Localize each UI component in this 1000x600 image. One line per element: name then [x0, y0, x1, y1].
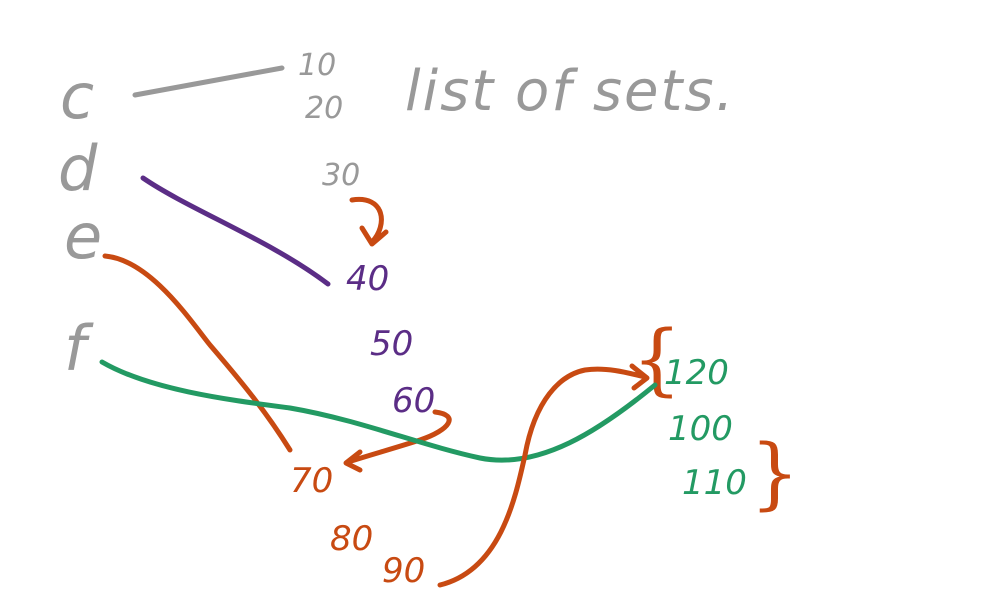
number-20: 20 — [305, 91, 343, 126]
connector-e-70 — [102, 253, 293, 453]
connector-f-set — [99, 359, 658, 463]
number-70: 70 — [290, 461, 333, 501]
label-c: c — [60, 60, 94, 133]
open-brace: { — [632, 315, 682, 405]
number-100: 100 — [668, 409, 733, 449]
number-60: 60 — [392, 381, 435, 421]
number-10: 10 — [298, 48, 336, 83]
number-90: 90 — [382, 551, 425, 591]
number-80: 80 — [330, 519, 373, 559]
number-110: 110 — [682, 463, 747, 503]
close-brace: } — [750, 429, 800, 519]
connector-c-10 — [132, 65, 285, 98]
connector-90-set — [437, 363, 650, 588]
diagram-title: list of sets. — [405, 59, 735, 124]
number-120: 120 — [664, 353, 729, 393]
number-50: 50 — [370, 324, 413, 364]
connector-d-40 — [140, 175, 331, 287]
label-d: d — [58, 132, 98, 205]
label-e: e — [64, 200, 102, 273]
label-f: f — [64, 312, 94, 385]
number-40: 40 — [346, 259, 389, 299]
arrow-30-40 — [349, 197, 389, 247]
number-30: 30 — [322, 158, 360, 193]
